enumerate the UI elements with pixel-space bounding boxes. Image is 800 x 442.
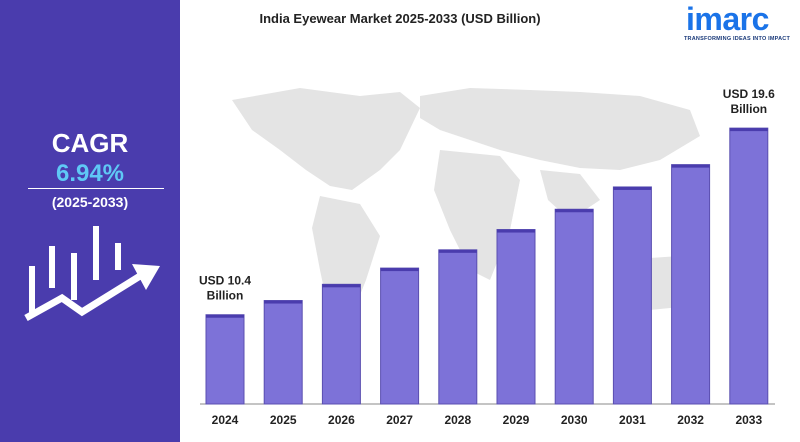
x-tick-2033: 2033: [735, 413, 762, 427]
bar-2026: [321, 283, 361, 405]
bar-2028: [438, 249, 478, 405]
bar-2033: [729, 127, 769, 405]
bar-top-2024: [206, 314, 244, 318]
x-tick-2025: 2025: [270, 413, 297, 427]
bar-top-2028: [438, 249, 477, 253]
x-tick-2031: 2031: [619, 413, 646, 427]
bar-top-2032: [671, 164, 710, 168]
cagr-panel: CAGR 6.94% (2025-2033): [0, 0, 180, 442]
x-tick-2024: 2024: [212, 413, 239, 427]
bar-top-2025: [264, 300, 303, 304]
x-tick-2030: 2030: [561, 413, 588, 427]
chart-title: India Eyewear Market 2025-2033 (USD Bill…: [259, 11, 541, 26]
bar-2025: [263, 300, 303, 405]
data-label-2033-line1: USD 19.6: [723, 87, 775, 101]
bar-2031: [612, 186, 652, 405]
bar-2032: [671, 164, 711, 405]
bar-top-2026: [322, 284, 361, 288]
data-label-2024-line2: Billion: [207, 289, 244, 303]
growth-chart-icon: [24, 226, 160, 322]
cagr-value: 6.94%: [55, 160, 125, 187]
brand-name: imarc: [686, 1, 769, 37]
bar-top-2029: [497, 229, 535, 233]
bar-top-2033: [729, 128, 768, 132]
bar-2029: [496, 229, 536, 405]
brand-tagline: TRANSFORMING IDEAS INTO IMPACT: [684, 36, 791, 42]
x-tick-2028: 2028: [444, 413, 471, 427]
cagr-label: CAGR: [51, 128, 129, 158]
data-label-2024-line1: USD 10.4: [199, 274, 251, 288]
cagr-divider: [28, 188, 164, 189]
bar-2030: [554, 208, 594, 405]
bar-2027: [380, 267, 420, 405]
bar-top-2031: [613, 186, 652, 190]
bar-top-2027: [380, 268, 419, 272]
x-tick-2027: 2027: [386, 413, 413, 427]
bar-top-2030: [555, 209, 594, 213]
data-label-2033-line2: Billion: [730, 102, 767, 116]
imarc-logo: imarc TRANSFORMING IDEAS INTO IMPACT: [684, 2, 794, 42]
x-tick-2026: 2026: [328, 413, 355, 427]
cagr-period: (2025-2033): [51, 194, 129, 210]
x-tick-2032: 2032: [677, 413, 704, 427]
bar-2024: [205, 314, 245, 405]
x-tick-2029: 2029: [503, 413, 530, 427]
